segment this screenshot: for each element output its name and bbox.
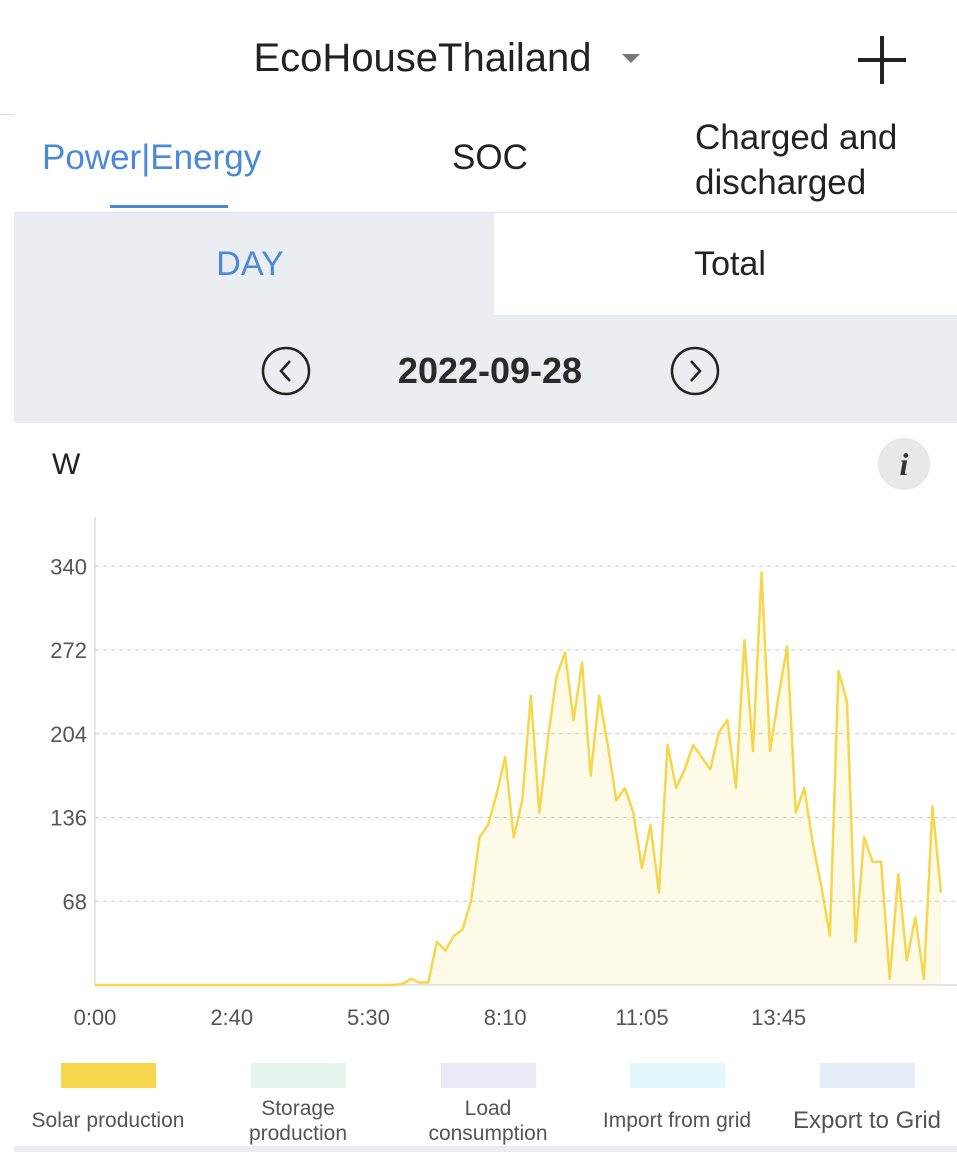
legend-swatch <box>630 1063 725 1088</box>
tab-underline <box>110 205 228 208</box>
info-button[interactable]: i <box>878 438 930 490</box>
legend-swatch <box>61 1063 156 1088</box>
y-tick-label: 340 <box>50 554 87 579</box>
legend-label: Storage production <box>248 1097 348 1145</box>
legend-swatch <box>441 1063 536 1088</box>
legend-swatch <box>251 1063 346 1088</box>
tab[interactable]: Power|Energy <box>42 138 262 177</box>
x-tick-label: 2:40 <box>210 1005 253 1030</box>
y-tick-label: 136 <box>50 806 87 831</box>
x-tick-label: 13:45 <box>751 1005 806 1030</box>
segment-button[interactable]: DAY <box>216 245 284 283</box>
next-button[interactable] <box>669 345 721 397</box>
date-label[interactable]: 2022-09-28 <box>397 350 583 391</box>
y-axis-label: W <box>52 448 81 481</box>
tab[interactable]: SOC <box>452 138 528 177</box>
add-icon[interactable] <box>856 34 908 86</box>
site-title[interactable]: EcoHouseThailand <box>253 36 592 80</box>
segment-button[interactable]: Total <box>694 245 766 283</box>
line <box>95 571 943 987</box>
y-tick-label: 204 <box>50 722 87 747</box>
segment-right <box>494 213 957 315</box>
svg-text:i: i <box>900 446 909 482</box>
prev-button[interactable] <box>260 345 312 397</box>
y-tick-label: 68 <box>63 889 87 914</box>
x-tick-label: 5:30 <box>347 1005 390 1030</box>
date-bar <box>14 315 957 423</box>
bottom-bar <box>14 1146 957 1152</box>
legend-label: Export to Grid <box>792 1107 942 1134</box>
x-tick-label: 8:10 <box>484 1005 527 1030</box>
divider <box>0 114 14 115</box>
legend-label: Import from grid <box>602 1109 752 1132</box>
y-tick-label: 272 <box>50 638 87 663</box>
x-tick-label: 0:00 <box>74 1005 117 1030</box>
tab[interactable]: Charged and discharged <box>695 118 898 202</box>
legend-swatch <box>820 1063 915 1088</box>
dropdown-icon[interactable] <box>620 52 642 66</box>
legend-label: Solar production <box>31 1109 185 1132</box>
x-tick-label: 11:05 <box>615 1005 668 1030</box>
area <box>95 572 941 985</box>
legend-label: Load consumption <box>428 1097 548 1145</box>
